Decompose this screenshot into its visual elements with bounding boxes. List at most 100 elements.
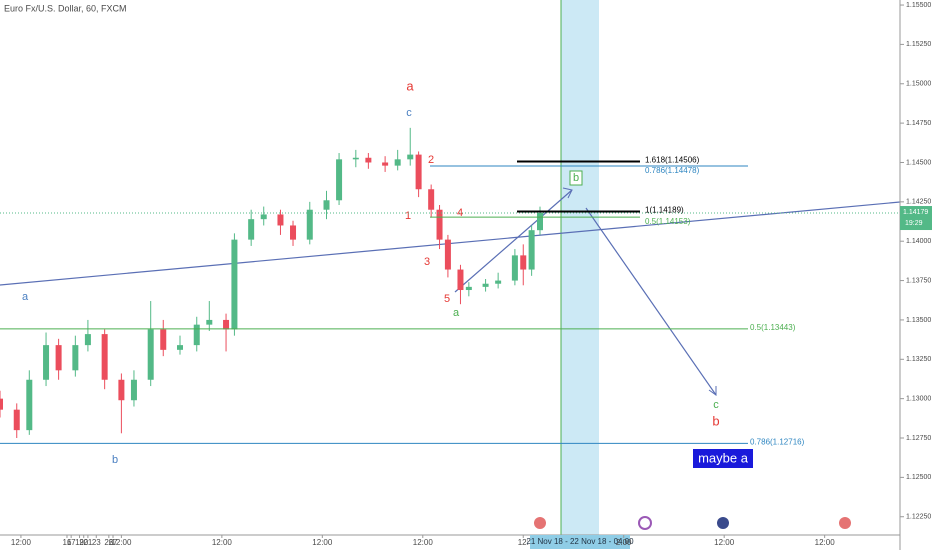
wave-label: c [406,107,412,119]
wave-label: 3 [424,256,430,268]
candle-body [193,324,200,346]
candle-body [444,239,451,270]
y-tick-label: 1.14000 [906,238,931,245]
candle-body [382,162,389,166]
wave-label: a [453,307,460,319]
event-icon[interactable] [638,516,652,530]
candle-body [118,379,125,401]
candle-body [407,154,414,160]
candle-body [260,214,267,220]
note: maybe a [698,450,749,465]
x-tick-label: 12:00 [11,538,32,547]
candle-body [223,319,230,330]
candle-body [26,379,33,431]
fib-label: 1.618(1.14506) [645,156,700,165]
y-tick-label: 1.13750 [906,277,931,284]
x-tick-label: 26 [104,538,113,547]
y-tick-label: 1.14500 [906,159,931,166]
wave-label: b [573,172,579,184]
y-tick-label: 1.13000 [906,395,931,402]
candle-body [428,189,435,210]
wave-label: a [406,78,414,93]
arrow-up [454,189,573,293]
candle-body [147,329,154,380]
x-tick-label: 12:00 [111,538,132,547]
candle-body [465,286,472,291]
event-icon[interactable] [717,517,729,529]
wave-label: b [112,454,118,466]
candle-body [457,269,464,291]
range-label: 21 Nov 18 - 22 Nov 18 - 04:00 [526,537,634,546]
candle-body [482,283,489,287]
x-tick-label: 12:00 [815,538,836,547]
fib-label: 0.786(1.14478) [645,166,700,175]
last-price-label: 1.14179 [903,209,928,216]
candle-body [101,334,108,380]
y-tick-label: 1.13500 [906,317,931,324]
time-range-band [561,0,599,535]
label-box [569,170,583,186]
candle-body [206,319,213,325]
candle-body [365,157,372,163]
candle-body [177,345,183,350]
candle-body [277,214,284,226]
candle-body [336,159,343,201]
fib-label: 0.5(1.14153) [645,217,691,226]
fib-label: 0.786(1.12716) [750,437,805,446]
y-tick-label: 1.15500 [906,2,931,9]
y-tick-label: 1.15000 [906,81,931,88]
y-tick-label: 1.15250 [906,41,931,48]
candle-body [231,239,238,330]
countdown: 19:29 [905,220,923,227]
x-tick-label: 21 [83,538,92,547]
candle-body [84,334,91,346]
candle-body [352,157,359,160]
candle-body [306,209,313,240]
candle-body [323,200,330,210]
wave-label: a [22,291,29,303]
candle-body [415,154,422,190]
candle-body [537,212,543,231]
candle-body [394,159,401,166]
event-icon[interactable] [839,517,851,529]
y-tick-label: 1.12250 [906,514,931,521]
wave-label: 2 [428,154,434,166]
wave-label: 1 [405,210,411,222]
x-tick-label: 20 [79,538,88,547]
y-tick-label: 1.12750 [906,435,931,442]
candle-body [528,230,535,270]
range-label-box [530,535,630,549]
x-tick-label: 12:00 [312,538,333,547]
x-tick-label: 19 [75,538,84,547]
x-tick-label: 17 [67,538,76,547]
arrow-head [562,187,573,199]
candle-body [511,255,518,281]
note-box [693,449,753,468]
x-tick-label: 27 [109,538,118,547]
candle-body [72,345,79,371]
candle-body [520,255,527,270]
candle-body [130,379,137,401]
y-tick-label: 1.13250 [906,356,931,363]
candle-body [248,219,255,240]
fib-label: 0.5(1.13443) [750,323,796,332]
y-tick-label: 1.14750 [906,120,931,127]
candle-body [436,209,443,240]
wave-label: b [712,413,719,428]
fib-label: 1(1.14189) [645,206,684,215]
x-tick-label: 12:00 [212,538,233,547]
y-tick-label: 1.14250 [906,199,931,206]
event-icon[interactable] [534,517,546,529]
wave-label: c [713,399,719,411]
candle-body [290,225,297,240]
candle-body [13,409,20,431]
candle-body [55,345,62,371]
arrow-head [708,386,717,396]
x-tick-label: 12: [518,538,529,547]
candle-body [0,398,3,410]
x-tick-label: 23 [92,538,101,547]
arrow-down [585,207,717,396]
y-tick-label: 1.12500 [906,474,931,481]
x-tick-label: 2:00 [616,538,632,547]
